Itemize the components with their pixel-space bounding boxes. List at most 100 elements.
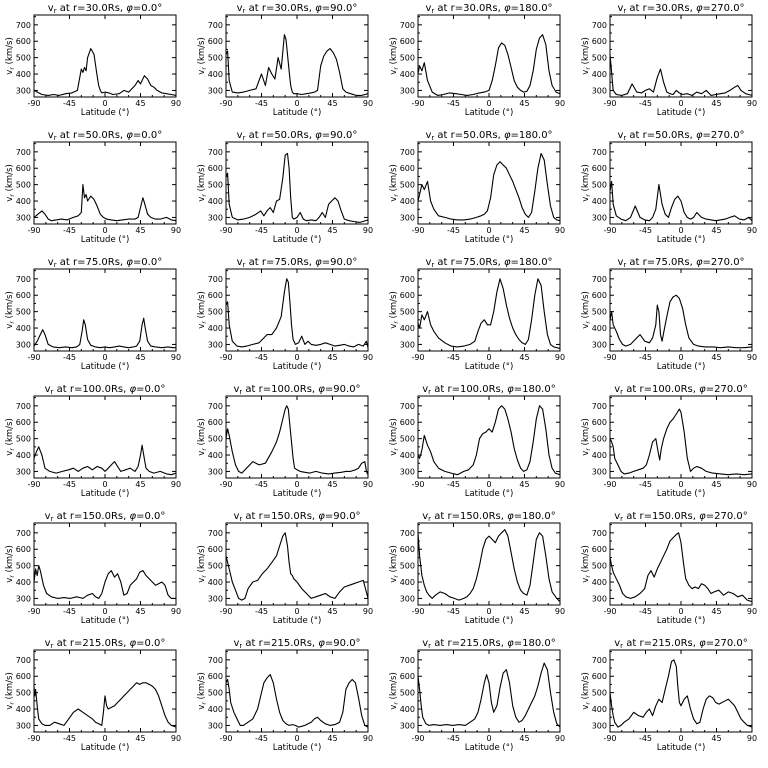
x-axis-label: Latitude (°) [657, 616, 706, 626]
title-phi-value: =90.0° [325, 638, 361, 649]
title-phi-symbol: φ [507, 638, 514, 649]
x-axis-label: Latitude (°) [465, 489, 514, 499]
y-tick-label: 400 [400, 705, 415, 714]
title-symbol: v [237, 3, 243, 14]
y-tick-label: 700 [400, 529, 415, 538]
y-axis-label: vr (km/s) [389, 545, 400, 583]
title-radius: at r=215.0Rs, [242, 638, 318, 649]
y-tick-label: 500 [208, 308, 223, 317]
y-tick-label: 400 [400, 451, 415, 460]
x-tick-label: 90 [555, 480, 565, 489]
chart-panel-12: vr at r=75.0Rs, φ=270.0° -90 -45 0 45 90 300 40… [581, 257, 757, 372]
y-axis-label: vr (km/s) [581, 37, 592, 75]
y-tick-label: 600 [592, 37, 607, 46]
x-tick-label: 45 [135, 99, 145, 108]
y-tick-label: 700 [16, 275, 31, 284]
title-symbol: v [48, 3, 54, 14]
title-symbol: v [233, 511, 239, 522]
y-tick-label: 500 [400, 54, 415, 63]
y-tick-label: 600 [208, 291, 223, 300]
axes-frame [33, 141, 177, 225]
x-axis-label: Latitude (°) [465, 108, 514, 118]
y-tick-label: 300 [208, 467, 223, 476]
title-phi-symbol: φ [318, 638, 325, 649]
axes-frame [33, 522, 177, 606]
title-symbol: v [425, 3, 431, 14]
y-axis-label: vr (km/s) [389, 291, 400, 329]
axes-frame [417, 649, 561, 733]
y-tick-label: 400 [16, 324, 31, 333]
y-tick-label: 500 [400, 562, 415, 571]
chart-title: vr at r=150.0Rs, φ=90.0° [233, 511, 360, 523]
title-phi-value: =180.0° [514, 384, 556, 395]
y-tick-label: 600 [400, 37, 415, 46]
y-axis-label: vr (km/s) [5, 37, 16, 75]
x-tick-label: 0 [294, 607, 299, 616]
x-tick-label: -45 [63, 734, 76, 743]
x-tick-label: 45 [327, 99, 337, 108]
x-tick-label: -45 [255, 99, 268, 108]
y-tick-label: 300 [208, 86, 223, 95]
title-subscript: r [431, 7, 434, 15]
x-tick-label: 0 [678, 99, 683, 108]
title-radius: at r=50.0Rs, [434, 130, 504, 141]
x-tick-label: 45 [711, 607, 721, 616]
y-tick-label: 300 [208, 594, 223, 603]
title-subscript: r [51, 642, 54, 650]
y-tick-label: 600 [16, 37, 31, 46]
title-phi-symbol: φ [129, 511, 136, 522]
x-tick-label: -90 [219, 226, 232, 235]
axes-frame [609, 141, 753, 225]
x-tick-label: 45 [519, 734, 529, 743]
x-tick-label: 90 [363, 226, 373, 235]
chart-title: vr at r=150.0Rs, φ=270.0° [614, 511, 747, 523]
y-tick-label: 600 [208, 418, 223, 427]
chart-panel-18: vr at r=150.0Rs, φ=90.0° -90 -45 0 45 90 300 40… [197, 511, 373, 626]
title-radius: at r=50.0Rs, [57, 130, 127, 141]
y-tick-label: 700 [16, 529, 31, 538]
title-radius: at r=100.0Rs, [53, 384, 129, 395]
axes-frame [225, 395, 369, 479]
x-tick-label: -90 [219, 480, 232, 489]
x-tick-label: 0 [486, 607, 491, 616]
axes-frame [33, 649, 177, 733]
x-tick-label: 90 [171, 353, 181, 362]
x-tick-label: 0 [294, 480, 299, 489]
title-symbol: v [45, 384, 51, 395]
x-tick-label: -90 [603, 734, 616, 743]
x-tick-label: -45 [255, 480, 268, 489]
x-tick-label: 90 [747, 99, 757, 108]
title-subscript: r [243, 7, 246, 15]
series-line [33, 317, 176, 349]
chart-panel-8: vr at r=50.0Rs, φ=270.0° -90 -45 0 45 90 300 40… [581, 130, 757, 245]
y-tick-label: 500 [16, 181, 31, 190]
x-tick-label: 90 [747, 607, 757, 616]
title-subscript: r [431, 134, 434, 142]
title-symbol: v [45, 511, 51, 522]
x-tick-label: 45 [135, 607, 145, 616]
series-line [609, 408, 753, 476]
y-tick-label: 400 [16, 451, 31, 460]
y-tick-label: 600 [400, 418, 415, 427]
y-tick-label: 400 [208, 324, 223, 333]
y-tick-label: 700 [400, 21, 415, 30]
series-line [225, 532, 369, 601]
y-tick-label: 400 [208, 578, 223, 587]
title-symbol: v [614, 511, 620, 522]
series-line [609, 294, 753, 349]
axes-frame [417, 14, 561, 98]
title-subscript: r [431, 261, 434, 269]
y-tick-label: 600 [592, 672, 607, 681]
axes-frame [33, 395, 177, 479]
y-tick-label: 700 [592, 529, 607, 538]
y-tick-label: 500 [400, 181, 415, 190]
x-tick-label: 90 [171, 480, 181, 489]
title-phi-value: =0.0° [136, 511, 165, 522]
title-subscript: r [243, 134, 246, 142]
y-tick-label: 500 [16, 689, 31, 698]
x-tick-label: -90 [219, 734, 232, 743]
x-tick-label: 45 [711, 734, 721, 743]
chart-title: vr at r=215.0Rs, φ=270.0° [614, 638, 747, 650]
x-tick-label: 0 [486, 734, 491, 743]
chart-panel-23: vr at r=215.0Rs, φ=180.0° -90 -45 0 45 90 300 4… [389, 638, 565, 753]
